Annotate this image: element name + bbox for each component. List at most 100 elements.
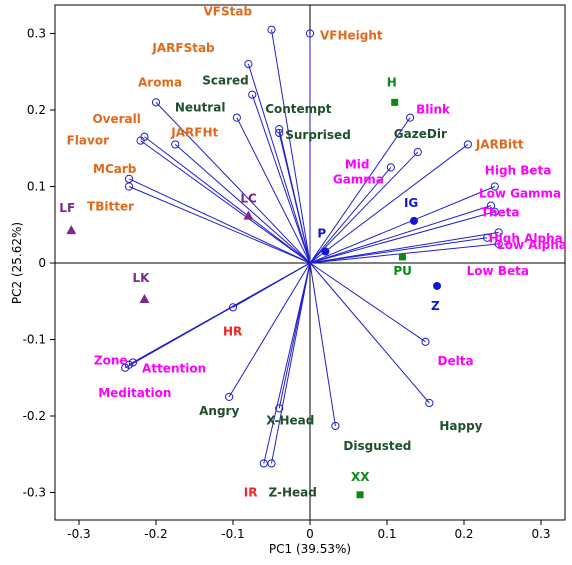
loading-endpoint-low-alpha xyxy=(483,233,492,242)
loading-vector-happy xyxy=(309,262,430,404)
loading-vector-low-gamma xyxy=(309,205,492,264)
loading-label-gazedir: GazeDir xyxy=(394,127,447,141)
loading-label-contempt: Contempt xyxy=(265,102,332,116)
loading-endpoint-neutral xyxy=(232,113,241,122)
loading-label-jarbitt: JARBitt xyxy=(475,137,524,151)
loading-vector-theta xyxy=(309,211,495,264)
score-marker-lk xyxy=(139,293,150,303)
loading-endpoint-ir xyxy=(259,459,268,468)
loading-endpoint-flavor xyxy=(136,136,145,145)
loading-endpoint-jarfht xyxy=(171,140,180,149)
score-points xyxy=(66,98,442,499)
score-marker-pu xyxy=(398,253,406,261)
loading-vector-flavor xyxy=(140,140,311,264)
loading-endpoint-jarbitt xyxy=(463,140,472,149)
loading-vector-tbitter xyxy=(128,186,311,264)
score-label-lf: LF xyxy=(59,201,75,215)
loading-label-high-alpha: High Alpha xyxy=(489,231,563,245)
loading-endpoint-scared xyxy=(248,90,257,99)
loading-label-delta: Delta xyxy=(438,354,474,368)
y-tick-label: 0.1 xyxy=(27,180,46,194)
y-axis-label: PC2 (25.62%) xyxy=(10,222,24,304)
score-label-xx: XX xyxy=(351,470,370,484)
loading-label-low-alpha: Low Alpha xyxy=(497,238,567,252)
score-marker-lf xyxy=(66,225,77,235)
loading-endpoint-low-gamma xyxy=(486,201,496,210)
loading-endpoint-x-head xyxy=(275,404,284,413)
y-tick-label: 0.2 xyxy=(27,103,46,117)
loading-endpoint-tbitter xyxy=(124,182,134,191)
loading-endpoint-blink xyxy=(406,113,415,122)
loading-vector-mid-gamma xyxy=(309,167,392,264)
loading-label-blink: Blink xyxy=(416,103,451,117)
x-tick-label: 0 xyxy=(306,527,314,541)
loading-vector-jarfstab xyxy=(247,63,311,264)
loading-endpoint-disgusted xyxy=(331,421,340,431)
loading-endpoint-low-beta xyxy=(494,239,503,248)
score-marker-ig xyxy=(409,216,418,225)
loading-vector-high-beta xyxy=(309,186,495,264)
loading-endpoint-surprised xyxy=(275,128,284,138)
loading-vector-neutral xyxy=(236,117,311,264)
loading-label-happy: Happy xyxy=(439,419,482,433)
loading-label-overall: Overall xyxy=(92,112,140,126)
y-tick-label: -0.3 xyxy=(23,486,46,500)
loading-label-mid-gamma: Mid Gamma xyxy=(333,157,384,186)
loading-endpoint-vfheight xyxy=(305,29,315,38)
loading-label-vfheight: VFHeight xyxy=(320,29,383,43)
loading-label-zone: Zone xyxy=(94,353,128,367)
loading-vector-scared xyxy=(251,94,311,264)
y-tick-label: 0 xyxy=(38,256,46,270)
loading-endpoint-meditation xyxy=(121,363,130,372)
loading-endpoint-jarfstab xyxy=(244,60,253,69)
loading-label-attention: Attention xyxy=(142,362,206,376)
score-label-p: P xyxy=(317,227,326,241)
loading-label-hr: HR xyxy=(223,324,242,338)
loading-label-mcarb: MCarb xyxy=(93,162,137,176)
loading-label-meditation: Meditation xyxy=(98,386,171,400)
y-tick-label: 0.3 xyxy=(27,27,46,41)
score-label-z: Z xyxy=(431,299,440,313)
loading-vector-low-alpha xyxy=(309,237,488,264)
loading-label-ir: IR xyxy=(244,485,258,499)
loading-vector-z-head xyxy=(271,262,311,464)
score-label-h: H xyxy=(387,75,397,89)
loading-label-high-beta: High Beta xyxy=(485,164,552,178)
score-label-pu: PU xyxy=(393,264,412,278)
point-labels: VFStab VFHeight JARFStab Aroma Overall Flavor… xyxy=(59,5,567,500)
score-marker-lc xyxy=(243,210,254,220)
loading-endpoint-aroma xyxy=(151,98,161,107)
loading-vectors xyxy=(121,25,503,468)
loading-label-tbitter: TBitter xyxy=(87,200,134,214)
loading-label-disgusted: Disgusted xyxy=(343,439,411,453)
loading-vector-meditation xyxy=(124,262,311,369)
score-marker-xx xyxy=(356,491,364,499)
loading-vector-delta xyxy=(309,262,426,343)
loading-endpoint-vfstab xyxy=(267,25,276,34)
loading-endpoint-delta xyxy=(421,337,430,346)
loading-label-surprised: Surprised xyxy=(285,128,351,142)
score-marker-h xyxy=(391,98,399,106)
loading-label-vfstab: VFStab xyxy=(204,5,253,19)
x-axis-label: PC1 (39.53%) xyxy=(269,542,351,556)
loading-vector-overall xyxy=(144,136,311,264)
loading-endpoint-contempt xyxy=(275,125,284,134)
loading-label-neutral: Neutral xyxy=(175,101,226,115)
loading-endpoint-z-head xyxy=(267,459,276,468)
x-tick-label: 0.2 xyxy=(454,527,473,541)
loading-endpoint-hr xyxy=(228,303,238,312)
score-marker-z xyxy=(433,281,442,290)
loading-vector-aroma xyxy=(155,102,311,264)
axis-ticks: -0.3 -0.2 -0.1 0 0.1 0.2 0.3 -0.3 -0.2 -0.1 0 0.1 0.… xyxy=(23,27,551,542)
loading-endpoint-angry xyxy=(225,392,234,401)
loading-label-scared: Scared xyxy=(202,74,249,88)
y-tick-label: -0.1 xyxy=(23,333,46,347)
loading-vector-high-alpha xyxy=(309,231,499,264)
loading-vector-mcarb xyxy=(128,178,311,264)
loading-endpoint-mid-gamma xyxy=(386,163,395,172)
loading-vector-surprised xyxy=(278,132,311,264)
score-label-lk: LK xyxy=(132,271,150,285)
loading-label-aroma: Aroma xyxy=(138,75,182,89)
loading-endpoint-theta xyxy=(490,207,499,216)
